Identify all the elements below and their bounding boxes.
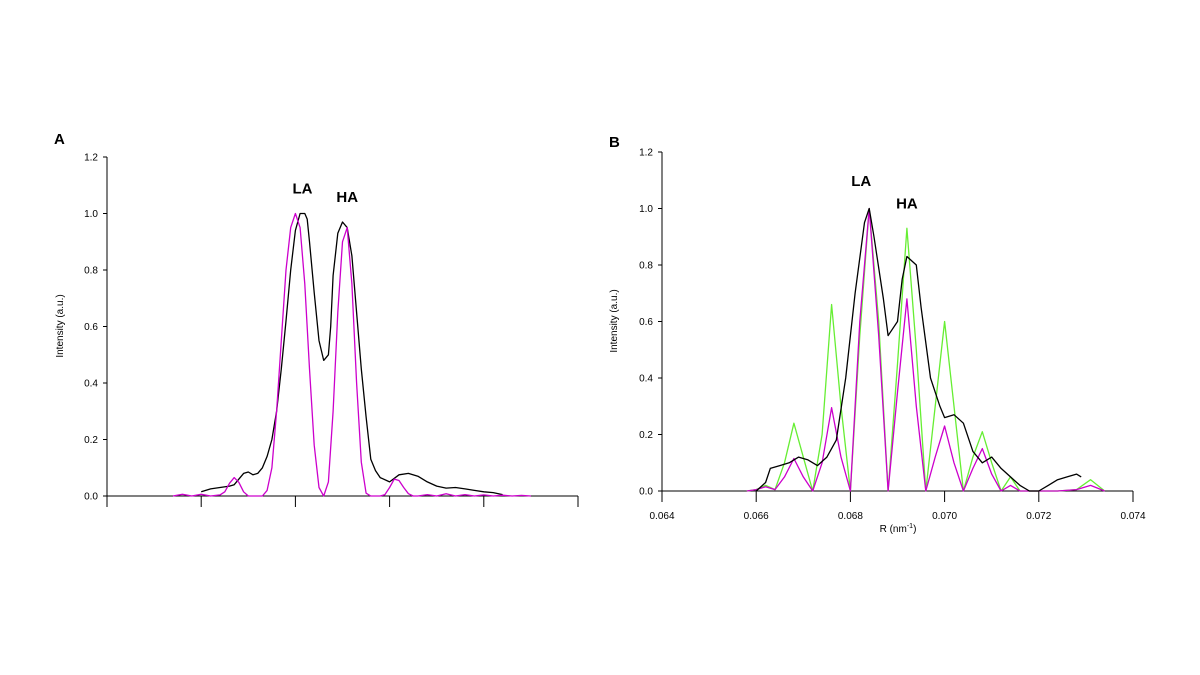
y-tick-label: 0.6 [639, 317, 653, 328]
y-tick-label: 0.4 [84, 379, 98, 390]
x-tick-label: 0.074 [1120, 511, 1145, 522]
panel-a: A Intensity (a.u.) 0.0 0.2 0.4 0.6 0.8 1.0 1.2… [54, 131, 579, 507]
y-tick-label: 0.6 [84, 322, 98, 333]
y-tick-label: 0.0 [639, 487, 653, 498]
x-tick-label: 0.072 [1026, 511, 1051, 522]
y-tick-label: 0.2 [84, 435, 98, 446]
x-tick-label: 0.070 [932, 511, 957, 522]
panel-b-x-axis-title-sup: -1 [907, 523, 913, 530]
panel-b-x-tick-labels: 0.064 0.066 0.068 0.070 0.072 0.074 [649, 511, 1145, 522]
panel-b-la-label: LA [851, 173, 871, 190]
series-line-black [755, 207, 1082, 492]
y-tick-label: 0.8 [639, 261, 653, 272]
panel-b-ha-label: HA [896, 196, 918, 213]
panel-a-y-tick-labels: 0.0 0.2 0.4 0.6 0.8 1.0 1.2 [84, 153, 98, 503]
x-tick-label: 0.064 [649, 511, 674, 522]
panel-b-x-axis-title-close: ) [913, 524, 916, 535]
series-line-magenta [746, 207, 1105, 492]
panel-b-y-tick-labels: 0.0 0.2 0.4 0.6 0.8 1.0 1.2 [639, 148, 653, 498]
panel-b-x-axis-title-main: R (nm [880, 524, 907, 535]
y-tick-label: 1.2 [639, 148, 653, 159]
x-tick-label: 0.066 [744, 511, 769, 522]
y-tick-label: 1.2 [84, 153, 98, 164]
panel-b-label: B [609, 134, 620, 151]
y-tick-label: 0.8 [84, 266, 98, 277]
y-tick-label: 0.4 [639, 374, 653, 385]
panel-a-label: A [54, 131, 65, 148]
y-tick-label: 1.0 [639, 204, 653, 215]
panel-a-series [172, 212, 531, 497]
y-tick-label: 1.0 [84, 209, 98, 220]
series-line-measured [201, 212, 503, 496]
panel-b-y-axis-title: Intensity (a.u.) [609, 289, 620, 352]
series-line-fit [172, 212, 531, 497]
panel-b: B Intensity (a.u.) 0.0 0.2 0.4 0.6 0.8 1.0 1.2… [609, 134, 1146, 535]
y-tick-label: 0.0 [84, 492, 98, 503]
series-line-green [746, 207, 1106, 492]
panel-a-axes [103, 156, 579, 507]
panel-a-y-axis-title: Intensity (a.u.) [55, 294, 66, 357]
x-tick-label: 0.068 [838, 511, 863, 522]
panel-a-ha-label: HA [336, 189, 358, 206]
panel-a-la-label: LA [292, 181, 312, 198]
y-tick-label: 0.2 [639, 430, 653, 441]
panel-b-x-axis-title: R (nm-1) [880, 523, 917, 535]
panel-b-series [746, 207, 1106, 492]
